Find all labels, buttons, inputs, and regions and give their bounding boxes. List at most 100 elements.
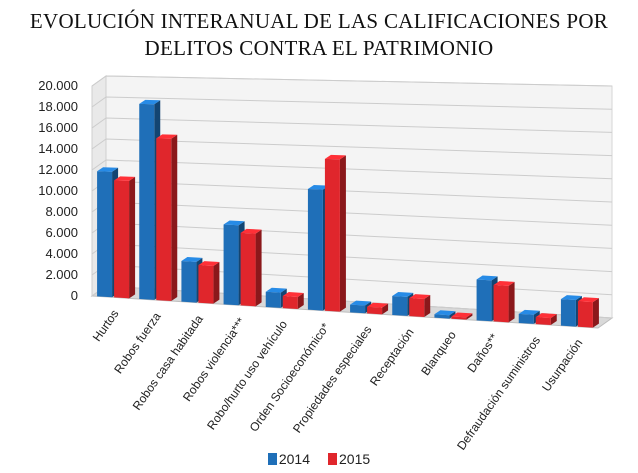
y-tick-label: 12.000	[38, 162, 78, 177]
bar-2015-1	[156, 134, 178, 302]
bar-front	[223, 224, 239, 306]
bar-front	[282, 296, 298, 310]
bar-top	[535, 313, 557, 319]
y-tick-label: 8.000	[45, 204, 78, 219]
bar-top	[434, 310, 456, 316]
bar-side	[424, 295, 431, 318]
bar-top	[223, 220, 245, 226]
bar-front	[350, 304, 366, 314]
bar-side	[382, 303, 389, 315]
bar-front	[577, 301, 593, 328]
gridline	[91, 159, 613, 180]
bar-top	[97, 167, 119, 172]
bar-2015-4	[282, 292, 304, 310]
bar-top	[307, 184, 329, 190]
x-category-label: Defraudación suministros	[454, 334, 543, 453]
bar-2014-8	[434, 310, 456, 319]
bar-2015-3	[240, 228, 262, 307]
bar-front	[493, 285, 509, 323]
bar-top	[560, 295, 582, 301]
bar-front	[324, 158, 340, 312]
bar-front	[434, 314, 450, 319]
legend-label-2015: 2015	[339, 451, 371, 467]
chart-legend: 2014 2015	[0, 449, 638, 469]
chart-title-line-1: EVOLUCIÓN INTERANUAL DE LAS CALIFICACION…	[29, 9, 609, 33]
bar-2015-9	[493, 281, 515, 323]
chart-title-line-2: DELITOS CONTRA EL PATRIMONIO	[144, 36, 494, 60]
bar-2015-11	[577, 297, 599, 328]
bar-top	[114, 176, 136, 181]
y-tick-label: 10.000	[38, 183, 78, 198]
bar-top	[181, 257, 203, 262]
x-category-label: Propiedades especiales	[290, 323, 375, 435]
y-axis-tick-labels: 0 2.000 4.000 6.000 8.000 10.000 12.000 14.000 1…	[38, 78, 78, 303]
bar-top	[493, 281, 515, 286]
bar-side	[255, 229, 262, 307]
bar-top	[240, 228, 262, 234]
x-category-label: Receptación	[367, 326, 417, 389]
bar-top	[367, 302, 389, 308]
bar-top	[476, 275, 498, 281]
bar-side	[466, 313, 473, 320]
y-tick-label: 14.000	[38, 141, 78, 156]
bar-front	[114, 180, 130, 299]
bar-side	[213, 262, 220, 304]
bar-side	[171, 134, 178, 302]
x-category-label: Hurtos	[90, 307, 122, 344]
y-tick-label: 20.000	[38, 78, 78, 93]
bar-front	[307, 188, 323, 311]
bar-side	[592, 298, 599, 328]
bar-front	[476, 279, 492, 322]
x-category-label: Blanqueo	[418, 328, 459, 378]
bar-top	[324, 154, 346, 160]
bar-front	[97, 171, 113, 298]
y-tick-label: 0	[71, 288, 78, 303]
bar-top	[392, 292, 414, 297]
gridline	[91, 75, 613, 87]
bar-2015-0	[114, 176, 136, 299]
bar-top	[518, 309, 540, 315]
bar-top	[451, 312, 473, 318]
legend-swatch-2015	[328, 453, 337, 465]
chart-bars	[97, 99, 599, 328]
bar-front	[156, 138, 172, 302]
bar-front	[139, 103, 155, 300]
bar-top	[139, 99, 161, 105]
bar-front	[198, 265, 214, 304]
bar-2015-5	[324, 154, 346, 312]
bar-front	[181, 261, 197, 303]
y-tick-label: 18.000	[38, 99, 78, 114]
bar-top	[198, 261, 220, 267]
gridline	[91, 96, 613, 110]
bar-2015-10	[535, 313, 557, 326]
bar-front	[392, 296, 408, 316]
chart-title: EVOLUCIÓN INTERANUAL DE LAS CALIFICACION…	[0, 8, 638, 62]
bar-2015-2	[198, 261, 220, 304]
bar-side	[449, 311, 456, 319]
bar-top	[577, 297, 599, 303]
y-tick-label: 2.000	[45, 267, 78, 282]
bar-front	[560, 299, 576, 327]
gridline	[91, 117, 613, 133]
bar-side	[550, 314, 557, 326]
bar-top	[265, 287, 287, 293]
legend-label-2014: 2014	[278, 451, 310, 467]
gridline	[91, 138, 613, 157]
bar-front	[367, 306, 383, 315]
bar-top	[282, 292, 304, 297]
bar-2015-6	[367, 302, 389, 315]
bar-front	[518, 313, 534, 324]
bar-front	[535, 317, 551, 326]
bar-2015-7	[409, 294, 431, 318]
bar-2014-6	[350, 300, 372, 314]
legend-swatch-2014	[267, 453, 277, 465]
bar-side	[508, 281, 515, 323]
legend-item-2014: 2014	[267, 451, 310, 467]
bar-front	[265, 291, 281, 308]
bar-front	[451, 316, 467, 320]
y-tick-label: 6.000	[45, 225, 78, 240]
x-category-label: Robo/hurto uso vehículo	[204, 317, 290, 432]
bar-front	[240, 232, 256, 307]
